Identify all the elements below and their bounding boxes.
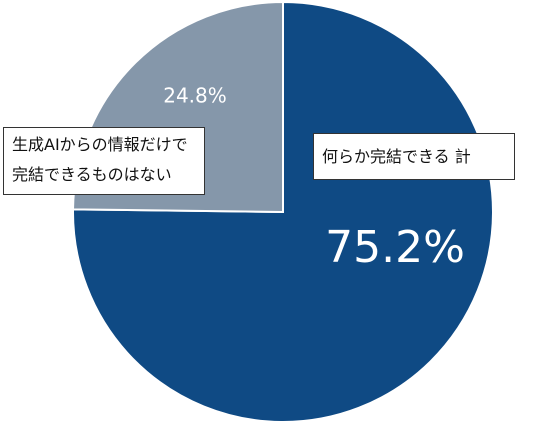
value-label: 24.8%: [163, 84, 227, 108]
slice-label: 何らか完結できる 計: [313, 133, 515, 180]
slice-label: 生成AIからの情報だけで完結できるものはない: [3, 127, 205, 195]
pie-slice: [72, 0, 494, 423]
value-label: 75.2%: [325, 222, 465, 273]
